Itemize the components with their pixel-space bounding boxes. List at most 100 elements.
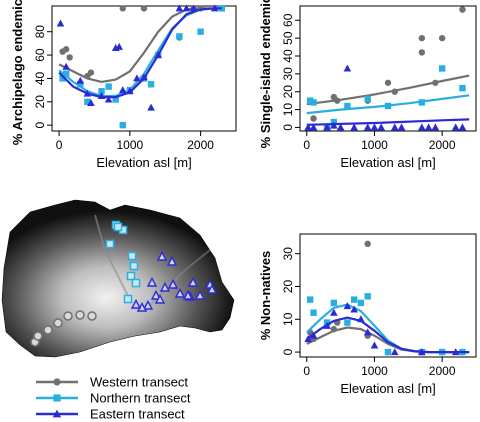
- data-point: [62, 46, 70, 53]
- x-tick-label: 1000: [361, 138, 388, 152]
- data-point: [418, 348, 426, 356]
- data-point: [306, 97, 314, 104]
- non-natives-chart: 0 1000 2000 0 10 20 30 Elevation asl [m] % Non-n…: [258, 233, 477, 396]
- x-axis-label: Elevation asl [m]: [340, 381, 435, 396]
- y-tick-label: 60: [281, 13, 295, 27]
- trend-line: [306, 94, 470, 115]
- northern-site: [105, 239, 115, 249]
- data-point: [189, 4, 198, 12]
- western-site: [33, 331, 43, 341]
- data-point: [330, 308, 338, 316]
- data-point: [451, 348, 460, 356]
- y-tick-label: 40: [281, 49, 295, 63]
- data-point: [363, 123, 372, 131]
- legend-label: Northern transect: [90, 391, 191, 406]
- northern-site: [113, 222, 123, 232]
- eastern-site: [194, 290, 206, 300]
- data-point: [357, 315, 365, 323]
- eastern-site: [182, 290, 194, 300]
- data-point: [364, 293, 371, 300]
- eastern-site: [167, 279, 179, 289]
- y-tick-label: 50: [281, 31, 295, 45]
- data-point: [336, 123, 345, 131]
- data-point: [330, 121, 338, 129]
- y-tick-label: 20: [33, 95, 47, 109]
- data-point: [62, 70, 70, 77]
- data-point: [364, 240, 371, 248]
- eastern-site: [130, 299, 142, 309]
- x-tick-label: 1000: [361, 364, 388, 378]
- data-point: [218, 5, 226, 12]
- data-point: [154, 51, 162, 59]
- northern-site: [123, 294, 133, 304]
- data-point: [119, 5, 126, 12]
- data-point: [147, 81, 155, 88]
- x-tick-label: 0: [303, 364, 310, 378]
- data-point: [334, 97, 341, 104]
- data-point: [330, 299, 338, 307]
- trend-line: [58, 7, 222, 84]
- northern-site: [126, 271, 136, 281]
- data-point: [306, 296, 314, 303]
- eastern-site: [156, 251, 168, 261]
- eastern-site: [174, 288, 186, 298]
- data-point: [118, 86, 127, 94]
- data-point: [112, 96, 119, 103]
- y-tick-label: 0: [281, 348, 295, 355]
- legend-marker: [52, 409, 62, 418]
- data-point: [458, 123, 467, 131]
- y-tick-label: 80: [33, 25, 47, 39]
- data-point: [140, 73, 148, 81]
- plot-frame: [299, 5, 477, 132]
- western-site: [53, 318, 63, 328]
- data-point: [310, 99, 317, 106]
- data-point: [330, 325, 338, 333]
- data-point: [197, 28, 204, 35]
- map-sites: [30, 220, 218, 347]
- data-point: [363, 328, 372, 336]
- data-point: [370, 123, 379, 131]
- y-axis-label: % Non-natives: [258, 251, 273, 341]
- data-point: [310, 309, 317, 316]
- data-point: [350, 305, 358, 313]
- data-point: [424, 123, 433, 131]
- legend-label: Western transect: [90, 375, 188, 390]
- data-point: [309, 331, 318, 339]
- data-point: [431, 123, 440, 131]
- data-point: [309, 123, 318, 131]
- data-point: [344, 319, 351, 326]
- data-point: [304, 123, 312, 131]
- data-point: [176, 33, 183, 40]
- data-point: [76, 76, 85, 84]
- data-point: [459, 6, 466, 13]
- x-tick-label: 2000: [429, 364, 456, 378]
- data-point: [175, 4, 184, 12]
- data-point: [210, 4, 219, 12]
- data-point: [438, 34, 446, 42]
- data-point: [377, 123, 386, 131]
- y-axis-label: % Single-island endemics: [258, 0, 273, 148]
- data-point: [350, 296, 358, 303]
- data-point: [418, 49, 426, 56]
- y-tick-label: 60: [33, 48, 47, 62]
- data-point: [370, 341, 379, 349]
- western-site: [63, 311, 73, 321]
- data-point: [310, 115, 317, 122]
- eastern-site: [206, 284, 218, 294]
- data-point: [126, 87, 134, 95]
- eastern-site: [187, 277, 199, 287]
- x-axis-label: Elevation asl [m]: [96, 155, 191, 170]
- data-point: [147, 103, 155, 111]
- data-point: [83, 89, 92, 97]
- data-point: [397, 123, 406, 131]
- northern-site: [127, 251, 137, 261]
- data-point: [84, 98, 91, 105]
- y-tick-label: 0: [281, 124, 295, 131]
- data-point: [418, 99, 426, 106]
- map-ridge: [149, 249, 211, 306]
- western-site: [43, 325, 53, 335]
- data-point: [97, 91, 106, 99]
- eastern-site: [146, 277, 158, 287]
- plot-frame: [299, 233, 477, 358]
